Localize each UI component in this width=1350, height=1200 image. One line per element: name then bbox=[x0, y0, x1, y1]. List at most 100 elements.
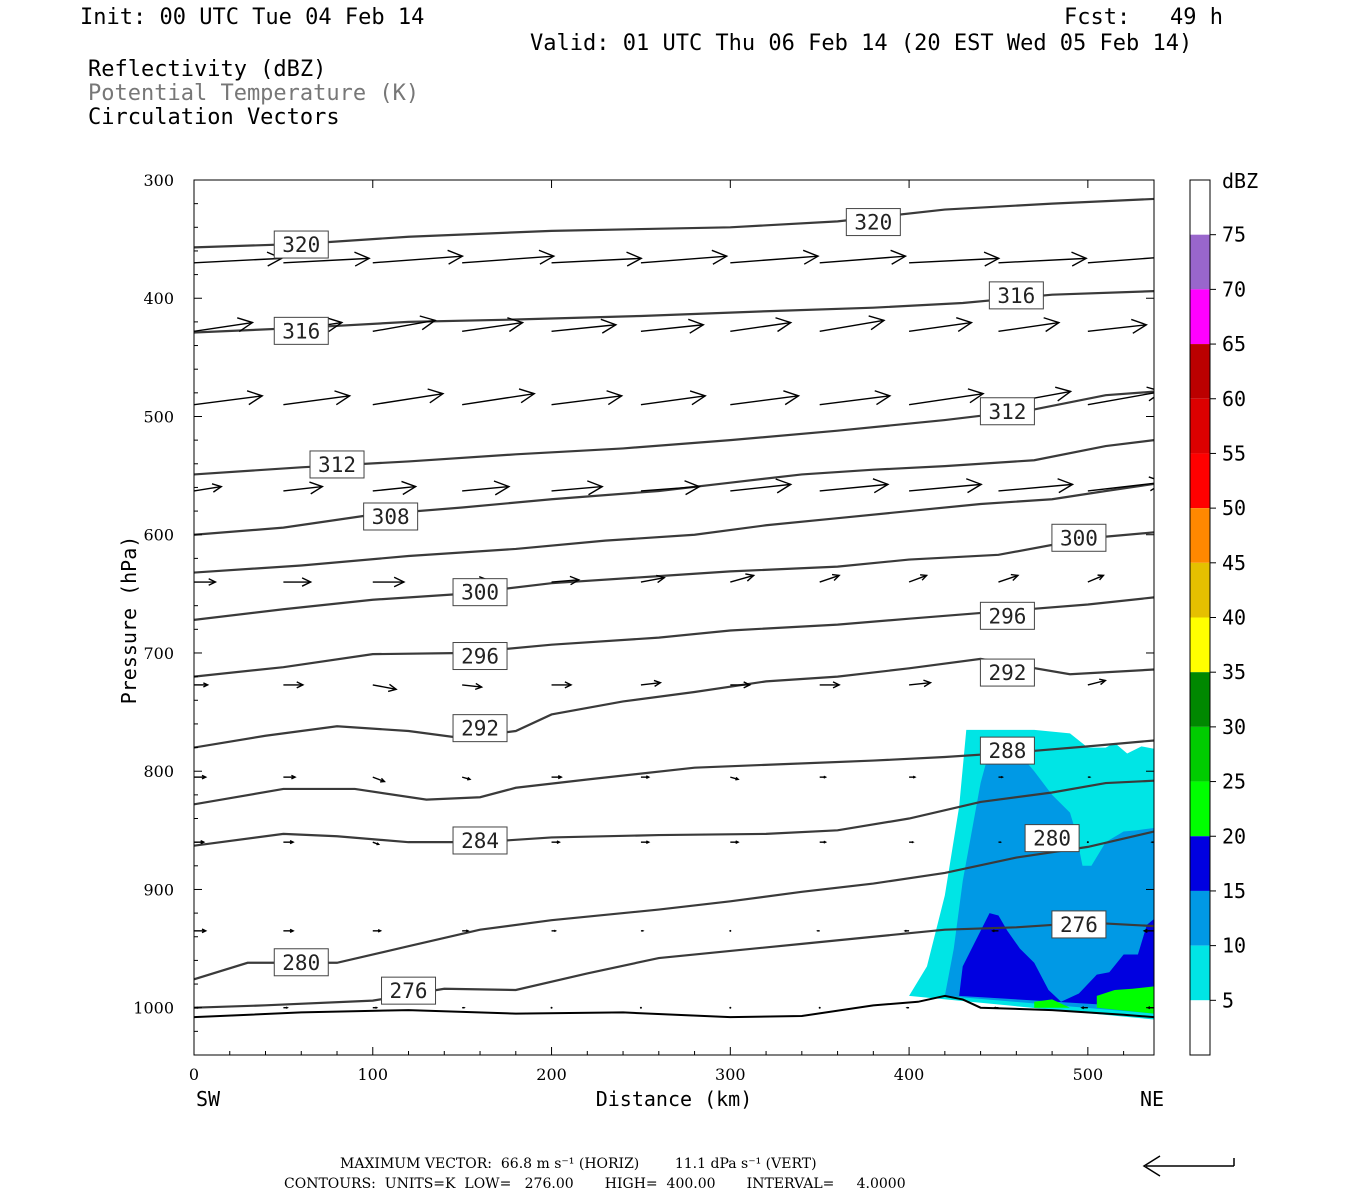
contour-label-296: 296 bbox=[461, 645, 499, 669]
circulation-vector bbox=[372, 249, 465, 265]
circulation-vector bbox=[1080, 1006, 1088, 1010]
contour-label-320: 320 bbox=[854, 211, 892, 235]
circulation-vector bbox=[819, 390, 892, 406]
circulation-vector bbox=[1087, 386, 1154, 406]
circulation-vector bbox=[819, 478, 890, 494]
x-tick-label: 300 bbox=[715, 1065, 746, 1084]
contour-label-300: 300 bbox=[1060, 526, 1098, 550]
theta-contour-300 bbox=[194, 531, 1154, 621]
circulation-vector bbox=[909, 679, 933, 688]
circulation-vector bbox=[908, 317, 974, 333]
contour-label-box-300 bbox=[452, 578, 508, 607]
contour-label-box-320 bbox=[273, 230, 329, 259]
circulation-vector bbox=[640, 480, 702, 496]
contour-label-316: 316 bbox=[997, 284, 1035, 308]
colorbar-label: 45 bbox=[1222, 551, 1246, 575]
circulation-vector bbox=[194, 774, 208, 780]
contour-label-280: 280 bbox=[282, 951, 320, 975]
contour-label-292: 292 bbox=[988, 661, 1026, 685]
theta-contour-292 bbox=[194, 657, 1154, 749]
contour-label-284: 284 bbox=[461, 829, 499, 853]
contour-label-288: 288 bbox=[988, 739, 1026, 763]
contour-label-308: 308 bbox=[372, 505, 410, 529]
circulation-vector bbox=[283, 577, 313, 587]
circulation-vector bbox=[640, 574, 666, 584]
forecast-hour: Fcst: 49 h bbox=[1064, 5, 1223, 30]
circulation-vector bbox=[908, 574, 929, 583]
colorbar-label: 15 bbox=[1222, 879, 1246, 903]
theta-contour-304 bbox=[194, 482, 1154, 574]
circulation-vector bbox=[194, 682, 210, 688]
contour-label-316: 316 bbox=[282, 319, 320, 343]
colorbar-swatch bbox=[1190, 562, 1210, 618]
vector-layer bbox=[194, 249, 1154, 1010]
contour-label-box-316 bbox=[273, 316, 329, 345]
y-axis-title: Pressure (hPa) bbox=[117, 536, 141, 705]
circulation-vector bbox=[462, 1006, 466, 1009]
reflectivity-area-20dbz bbox=[1096, 986, 1154, 1014]
circulation-vector bbox=[372, 841, 381, 846]
circulation-vector bbox=[1153, 490, 1154, 491]
circulation-vector bbox=[194, 483, 223, 493]
circulation-vector bbox=[909, 840, 915, 844]
colorbar-swatch bbox=[1190, 344, 1210, 399]
circulation-vector bbox=[730, 681, 752, 689]
colorbar-label: 65 bbox=[1222, 332, 1246, 356]
circulation-vector bbox=[819, 249, 908, 265]
circulation-vector bbox=[730, 390, 801, 406]
colorbar-swatch bbox=[1190, 508, 1210, 563]
x-tick-label: 0 bbox=[189, 1065, 199, 1084]
circulation-vector bbox=[730, 478, 793, 494]
colorbar-swatch bbox=[1190, 289, 1210, 345]
circulation-vector bbox=[283, 481, 324, 495]
circulation-vector bbox=[551, 575, 581, 586]
colorbar-unit: dBZ bbox=[1222, 169, 1258, 193]
contour-label-276: 276 bbox=[390, 979, 428, 1003]
circulation-vector bbox=[1087, 678, 1107, 686]
colorbar-label: 60 bbox=[1222, 387, 1246, 411]
contour-label-320: 320 bbox=[282, 233, 320, 257]
contour-label-box-276 bbox=[1051, 910, 1107, 939]
theta-contour-280 bbox=[194, 830, 1154, 981]
circulation-vector bbox=[1153, 684, 1154, 685]
circulation-vector bbox=[283, 840, 295, 845]
circulation-vector bbox=[909, 775, 917, 779]
colorbar-label: 10 bbox=[1222, 934, 1246, 958]
colorbar-swatch bbox=[1190, 945, 1210, 1001]
max-vector-note: MAXIMUM VECTOR: 66.8 m s⁻¹ (HORIZ) 11.1 … bbox=[340, 1156, 817, 1172]
circulation-vector bbox=[1087, 574, 1105, 583]
circulation-vector bbox=[640, 390, 707, 406]
contour-label-300: 300 bbox=[461, 581, 499, 605]
circulation-vector bbox=[551, 480, 604, 496]
circulation-vector bbox=[991, 929, 999, 933]
circulation-vector bbox=[462, 317, 525, 333]
y-tick-label: 1000 bbox=[133, 999, 174, 1018]
circulation-vector bbox=[551, 681, 573, 689]
circulation-vector bbox=[194, 390, 264, 406]
circulation-vector bbox=[461, 776, 472, 781]
theta-contour-284 bbox=[194, 779, 1154, 847]
x-tick-label: 500 bbox=[1073, 1065, 1104, 1084]
x-axis-title: Distance (km) bbox=[596, 1087, 753, 1111]
circulation-vector bbox=[905, 1006, 910, 1009]
circulation-vector bbox=[909, 251, 1001, 267]
circulation-vector bbox=[372, 929, 383, 933]
colorbar: 5 10 15 20 25 30 35 40 45 50 55 60 65 70 75 bbox=[1189, 179, 1246, 1056]
contour-label-box-292 bbox=[452, 714, 508, 743]
contour-label-292: 292 bbox=[461, 717, 499, 741]
y-tick-label: 600 bbox=[143, 526, 174, 545]
circulation-vector bbox=[640, 249, 729, 265]
y-tick-label: 700 bbox=[143, 644, 174, 663]
circulation-vector bbox=[194, 317, 255, 333]
colorbar-swatch bbox=[1190, 890, 1210, 946]
circulation-vector bbox=[551, 318, 618, 334]
circulation-vector bbox=[283, 681, 305, 689]
field-circulation-vectors: Circulation Vectors bbox=[88, 105, 340, 130]
circulation-vector bbox=[550, 1006, 553, 1009]
contour-label-box-280 bbox=[1024, 824, 1080, 853]
terrain-layer bbox=[194, 994, 1154, 1019]
circulation-vector bbox=[1153, 581, 1154, 583]
colorbar-swatch bbox=[1190, 836, 1210, 891]
contour-label-box-312 bbox=[979, 397, 1035, 426]
